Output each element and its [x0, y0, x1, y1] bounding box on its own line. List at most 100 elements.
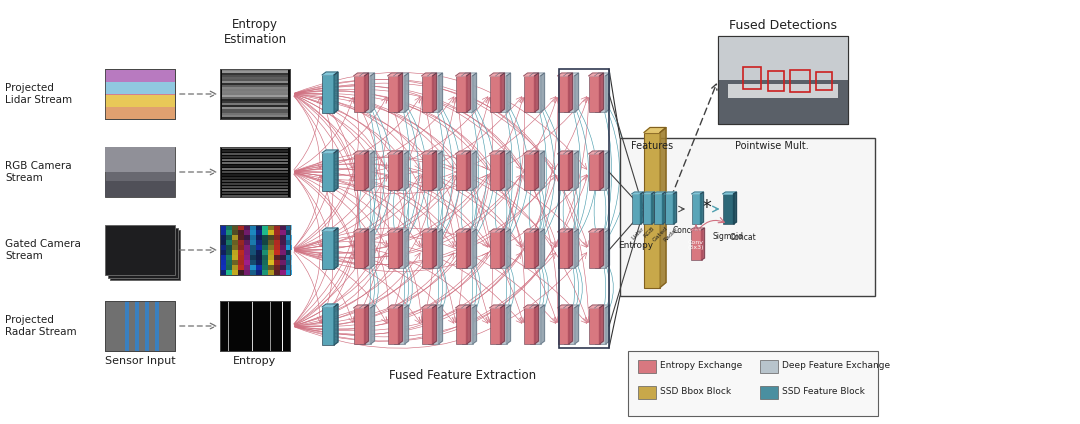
Bar — [238, 245, 244, 250]
Bar — [222, 91, 288, 93]
Text: Gated Camera
Stream: Gated Camera Stream — [5, 239, 81, 261]
Bar — [222, 83, 288, 85]
Polygon shape — [500, 73, 504, 112]
Bar — [220, 235, 226, 240]
Bar — [529, 154, 540, 190]
Bar — [249, 265, 256, 270]
Bar — [529, 308, 540, 344]
Polygon shape — [370, 305, 375, 344]
Bar — [456, 232, 467, 268]
Bar — [557, 232, 568, 268]
Polygon shape — [535, 151, 539, 190]
Polygon shape — [334, 228, 338, 269]
Bar — [559, 69, 609, 348]
Bar — [222, 97, 288, 99]
Polygon shape — [399, 151, 403, 190]
Text: SSD Feature Block: SSD Feature Block — [782, 388, 865, 396]
Text: Concat: Concat — [673, 226, 700, 235]
Bar — [105, 69, 175, 119]
Bar — [388, 232, 399, 268]
Polygon shape — [322, 228, 338, 231]
Bar — [232, 235, 238, 240]
Bar — [557, 308, 568, 344]
Bar — [222, 99, 288, 101]
Polygon shape — [405, 305, 408, 344]
Bar — [280, 225, 286, 230]
Bar — [262, 225, 268, 230]
Polygon shape — [690, 228, 704, 230]
Polygon shape — [575, 73, 579, 112]
Polygon shape — [405, 229, 408, 268]
Bar — [232, 230, 238, 235]
Bar — [226, 240, 232, 245]
Bar — [638, 360, 656, 373]
Bar — [238, 235, 244, 240]
Bar — [222, 89, 288, 91]
Text: Conv
(3x3): Conv (3x3) — [688, 240, 704, 251]
Bar — [322, 75, 334, 113]
Bar — [691, 194, 701, 224]
Bar — [256, 265, 262, 270]
Bar — [249, 260, 256, 265]
Polygon shape — [421, 305, 436, 308]
Text: Projected
Radar Stream: Projected Radar Stream — [5, 315, 77, 337]
Polygon shape — [428, 151, 443, 154]
Bar — [274, 235, 280, 240]
Bar — [220, 250, 226, 255]
Polygon shape — [388, 151, 403, 154]
Polygon shape — [564, 73, 579, 76]
Bar — [322, 153, 334, 191]
Bar — [232, 250, 238, 255]
Bar — [220, 240, 226, 245]
Text: Features: Features — [631, 141, 673, 151]
Bar — [286, 245, 292, 250]
Bar — [105, 147, 175, 197]
Bar — [256, 260, 262, 265]
Bar — [268, 235, 274, 240]
Bar — [393, 154, 405, 190]
Polygon shape — [334, 150, 338, 191]
Bar — [222, 177, 288, 179]
Polygon shape — [467, 305, 471, 344]
Bar — [222, 113, 288, 115]
Bar — [564, 76, 575, 112]
Bar — [226, 225, 232, 230]
Bar — [388, 308, 399, 344]
Bar — [421, 232, 432, 268]
Bar — [222, 105, 288, 107]
Bar — [428, 76, 438, 112]
Bar — [222, 171, 288, 173]
Polygon shape — [456, 73, 471, 76]
Polygon shape — [432, 151, 436, 190]
Polygon shape — [461, 73, 476, 76]
Bar — [256, 230, 262, 235]
Bar — [461, 76, 473, 112]
Polygon shape — [507, 305, 511, 344]
Polygon shape — [489, 73, 504, 76]
Polygon shape — [370, 229, 375, 268]
Polygon shape — [606, 151, 609, 190]
Bar — [222, 186, 288, 188]
Bar — [110, 230, 180, 280]
Bar — [256, 270, 262, 275]
Text: *: * — [701, 198, 711, 217]
Bar — [718, 36, 848, 124]
Bar — [524, 308, 535, 344]
Text: Sigmoid: Sigmoid — [713, 232, 743, 241]
Bar — [244, 270, 249, 275]
Polygon shape — [651, 192, 654, 224]
Polygon shape — [632, 192, 644, 194]
Bar — [360, 308, 370, 344]
Polygon shape — [473, 305, 476, 344]
Bar — [244, 260, 249, 265]
Bar — [105, 82, 175, 94]
Polygon shape — [500, 305, 504, 344]
Polygon shape — [428, 229, 443, 232]
Bar — [232, 265, 238, 270]
Bar — [760, 360, 778, 373]
Bar — [220, 147, 291, 197]
Bar — [461, 232, 473, 268]
Bar — [322, 231, 334, 269]
Polygon shape — [653, 192, 665, 194]
Polygon shape — [353, 151, 368, 154]
